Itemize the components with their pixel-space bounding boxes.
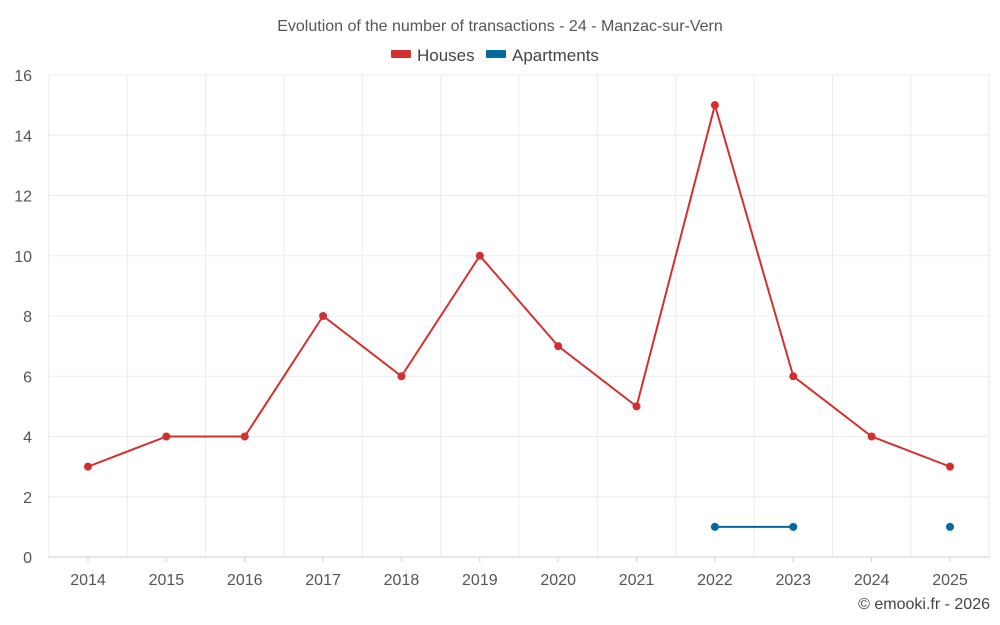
- x-tick-label: 2025: [932, 572, 968, 589]
- y-tick-label: 14: [14, 128, 32, 145]
- x-tick-label: 2019: [462, 572, 498, 589]
- x-tick-label: 2021: [619, 572, 655, 589]
- data-point-houses[interactable]: [84, 462, 92, 471]
- data-point-houses[interactable]: [867, 432, 876, 441]
- y-tick-label: 4: [23, 430, 32, 447]
- data-point-apartments[interactable]: [789, 522, 798, 531]
- series-houses: [84, 101, 954, 471]
- chart-title: Evolution of the number of transactions …: [277, 18, 723, 35]
- legend: Houses Apartments: [391, 46, 599, 65]
- x-tick-label: 2015: [149, 572, 185, 589]
- data-point-apartments[interactable]: [710, 522, 719, 531]
- data-point-houses[interactable]: [397, 372, 406, 381]
- legend-swatch-houses: [391, 50, 411, 58]
- data-point-houses[interactable]: [789, 372, 798, 381]
- data-point-houses[interactable]: [319, 312, 328, 320]
- legend-swatch-apartments: [486, 50, 506, 58]
- x-tick-label: 2017: [305, 572, 341, 589]
- y-tick-label: 2: [23, 490, 32, 507]
- legend-label-apartments: Apartments: [512, 46, 599, 65]
- data-point-houses[interactable]: [475, 251, 484, 260]
- y-tick-label: 10: [14, 249, 32, 266]
- data-point-houses[interactable]: [162, 432, 171, 441]
- data-point-apartments[interactable]: [946, 522, 954, 531]
- y-tick-label: 8: [23, 309, 32, 326]
- x-tick-label: 2023: [775, 572, 811, 589]
- x-tick-label: 2020: [540, 572, 576, 589]
- y-tick-label: 6: [23, 369, 32, 386]
- x-tick-label: 2014: [70, 572, 106, 589]
- x-tick-label: 2024: [854, 572, 890, 589]
- series-apartments: [710, 522, 954, 531]
- y-tick-label: 0: [23, 550, 32, 567]
- x-tick-label: 2016: [227, 572, 263, 589]
- data-point-houses[interactable]: [554, 342, 563, 351]
- y-tick-label: 12: [14, 189, 32, 206]
- tick-labels: 0 2 4 6 8 10 12 14 16 2014 2015 2016 2017 2018 2019 202…: [14, 68, 968, 589]
- legend-label-houses: Houses: [417, 46, 475, 65]
- data-point-houses[interactable]: [710, 101, 719, 110]
- data-point-houses[interactable]: [632, 402, 641, 411]
- x-tick-label: 2018: [384, 572, 420, 589]
- legend-item-apartments[interactable]: Apartments: [486, 46, 599, 65]
- grid: [48, 74, 990, 557]
- data-point-houses[interactable]: [946, 462, 954, 471]
- series-line-houses: [87, 104, 951, 468]
- credit-text: © emooki.fr - 2026: [858, 596, 990, 613]
- legend-item-houses[interactable]: Houses: [391, 46, 475, 65]
- data-point-houses[interactable]: [240, 432, 249, 441]
- axes: [48, 556, 990, 562]
- y-tick-label: 16: [14, 68, 32, 85]
- x-tick-label: 2022: [697, 572, 733, 589]
- series: [84, 101, 954, 531]
